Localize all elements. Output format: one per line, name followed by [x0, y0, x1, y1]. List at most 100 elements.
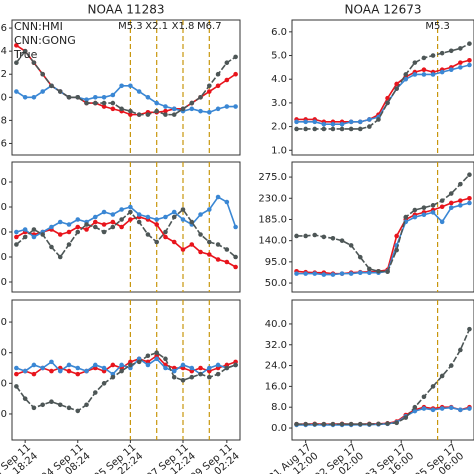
series-point [439, 373, 445, 379]
series-point [448, 205, 454, 210]
series-point [215, 242, 221, 247]
series-point [145, 95, 151, 100]
series-point [154, 222, 159, 227]
series-point [154, 108, 159, 114]
series-point [439, 50, 445, 56]
series-point [312, 421, 318, 427]
series-point [110, 106, 116, 112]
series-point [57, 89, 63, 94]
series-point [303, 421, 308, 427]
series-point [467, 200, 472, 206]
y-tick-label: 0.0 [0, 409, 7, 420]
y-tick-label: 4.0 [271, 74, 287, 85]
series-point [189, 365, 195, 371]
series-point [224, 259, 230, 265]
series-point [180, 362, 186, 368]
plot-frame [291, 19, 474, 156]
series-point [394, 420, 399, 426]
series-point [233, 54, 238, 60]
series-point [31, 234, 37, 240]
series-point [394, 81, 399, 87]
series-point [110, 362, 116, 368]
series-point [348, 126, 354, 132]
plot-frame [11, 19, 241, 156]
series-point [14, 384, 19, 389]
series-point [458, 347, 463, 353]
series-point [215, 194, 221, 200]
series-point [75, 224, 81, 230]
series-point [330, 121, 336, 127]
series-point [163, 112, 168, 117]
series-point [93, 362, 98, 368]
flare-label: X1.8 [172, 21, 195, 32]
series-point [154, 100, 159, 106]
series-point [128, 217, 133, 222]
series-point [154, 356, 159, 362]
series-point [145, 112, 151, 117]
series-point [233, 71, 238, 77]
series-point [430, 384, 436, 389]
series-point [385, 269, 390, 275]
series-point [14, 89, 19, 94]
series-point [31, 405, 37, 411]
series-point [189, 100, 195, 106]
series-point [31, 371, 37, 377]
x-tick-label: 02 Sep 1118:24 [0, 442, 40, 474]
y-tick-label: 0.8 [0, 115, 7, 126]
series-point [394, 233, 399, 239]
series-point [385, 100, 390, 106]
x-tick-label: 05 Sep 1122:24 [92, 442, 145, 474]
series-point [128, 108, 133, 114]
series-point [448, 363, 454, 368]
series-point [171, 239, 177, 245]
series-point [439, 69, 445, 75]
series-point [75, 229, 81, 235]
series-point [439, 204, 445, 210]
series-point [348, 271, 354, 276]
series-point [66, 95, 72, 100]
series-point [180, 207, 186, 212]
series-point [312, 119, 318, 125]
series-point [119, 224, 124, 230]
series-point [40, 89, 45, 94]
series-point [357, 126, 363, 132]
series-point [233, 224, 238, 230]
series-point [439, 198, 445, 203]
series-point [198, 95, 203, 100]
series-point [215, 71, 221, 77]
series-point [198, 232, 203, 237]
series-point [49, 399, 54, 405]
series-point [66, 368, 72, 374]
series-point [22, 234, 28, 240]
series-point [198, 371, 203, 377]
series-point [312, 232, 318, 238]
y-tick-label: 0.0 [271, 423, 287, 434]
y-tick-label: 1.6 [0, 23, 7, 34]
series-point [412, 60, 418, 65]
y-tick-label: 185.0 [258, 214, 287, 225]
series-point [207, 89, 212, 94]
series-point [93, 390, 98, 395]
series-point [31, 362, 37, 368]
series-point [294, 119, 299, 125]
y-tick-label: 1.0 [271, 145, 287, 156]
series-point [207, 239, 212, 245]
series-point [154, 350, 159, 355]
series-point [394, 247, 399, 253]
series-line [16, 357, 236, 376]
series-point [75, 95, 81, 100]
x-tick-label: 07 Sep 1112:24 [145, 442, 198, 474]
series-point [412, 72, 418, 77]
series-point [448, 200, 454, 206]
series-point [224, 60, 230, 65]
series-point [467, 195, 472, 201]
series-point [101, 104, 107, 109]
series-point [430, 203, 436, 208]
series-point [136, 112, 142, 117]
series-point [215, 257, 221, 262]
series-point [421, 205, 427, 210]
series-line [296, 202, 470, 276]
series-point [163, 234, 168, 240]
series-point [330, 126, 336, 132]
series-point [189, 242, 195, 247]
